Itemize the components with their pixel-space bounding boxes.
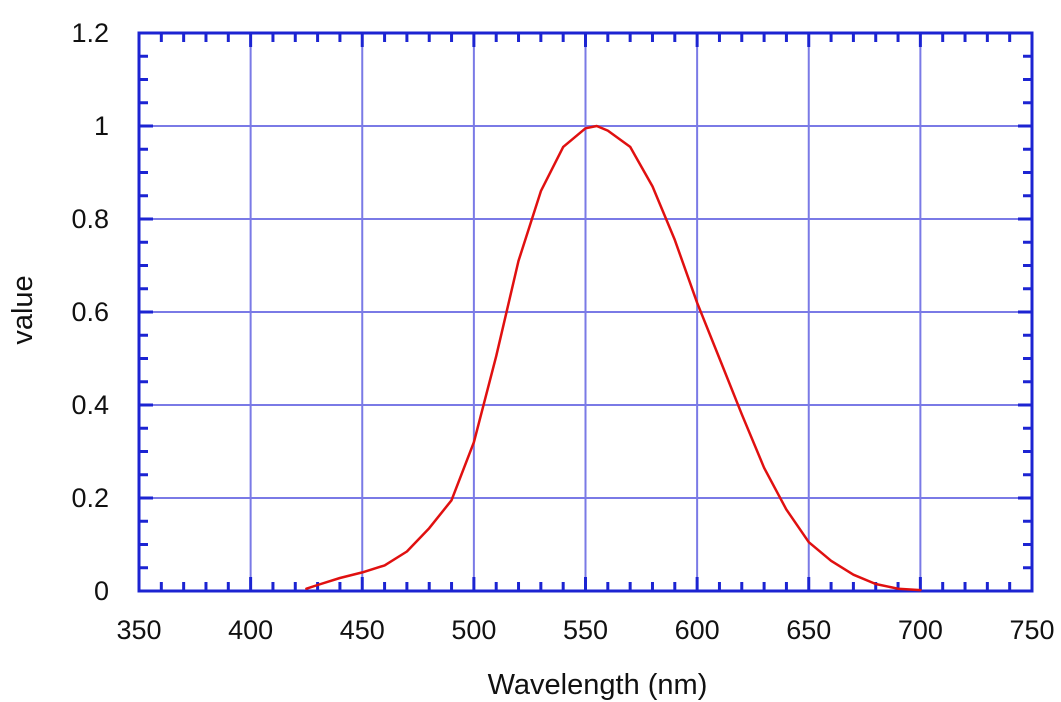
x-tick-label: 650 — [786, 615, 831, 645]
y-tick-label: 0.6 — [71, 297, 109, 327]
y-tick-label: 0.2 — [71, 483, 109, 513]
series-line — [305, 124, 922, 592]
y-tick-label: 0.4 — [71, 390, 109, 420]
x-axis-title: Wavelength (nm) — [488, 669, 708, 701]
y-tick-label: 1 — [94, 111, 109, 141]
y-tick-labels: 0 0.2 0.4 0.6 0.8 1 1.2 — [71, 18, 109, 606]
x-tick-label: 350 — [116, 615, 161, 645]
plot-frame — [137, 31, 1034, 593]
y-tick-label: 0.8 — [71, 204, 109, 234]
x-tick-label: 750 — [1009, 615, 1054, 645]
x-tick-label: 600 — [675, 615, 720, 645]
x-tick-label: 700 — [898, 615, 943, 645]
x-tick-label: 450 — [340, 615, 385, 645]
y-tick-label: 0 — [94, 576, 109, 606]
x-tick-label: 550 — [563, 615, 608, 645]
y-tick-label: 1.2 — [71, 18, 109, 48]
series-layer — [305, 124, 922, 592]
grid-lines — [139, 33, 1032, 591]
y-axis-title: value — [7, 275, 39, 344]
x-tick-label: 400 — [228, 615, 273, 645]
x-tick-label: 500 — [451, 615, 496, 645]
x-tick-labels: 350 400 450 500 550 600 650 700 750 — [116, 615, 1054, 645]
